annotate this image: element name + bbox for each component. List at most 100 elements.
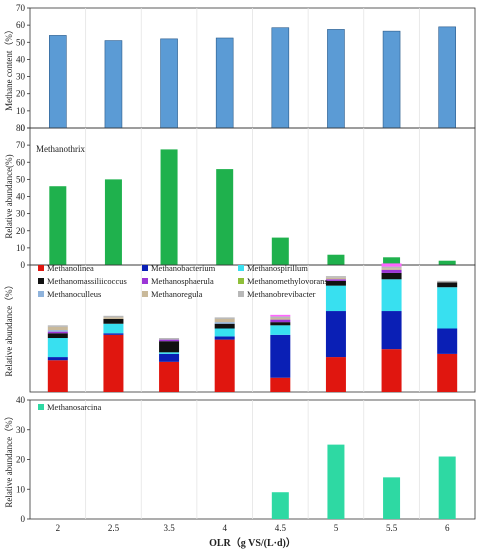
x-tick-label: 5 <box>334 523 339 533</box>
y-tick-label: 70 <box>16 140 26 150</box>
y-tick-label: 0 <box>21 514 26 524</box>
bar-2 <box>49 35 67 129</box>
bar-methanoregula-2.5 <box>103 317 124 319</box>
bar-6 <box>438 260 456 265</box>
bar-methanomassiliicoccus-3.5 <box>159 341 180 353</box>
x-tick-label: 4.5 <box>275 523 287 533</box>
bar-methanosarcina-6 <box>438 456 456 519</box>
y-tick-label: 20 <box>16 226 26 236</box>
bar-methanobacterium-2 <box>47 357 68 361</box>
legend-swatch-methanobrevibacter <box>238 291 244 297</box>
bar-4.5 <box>271 27 290 129</box>
bar-methanomassiliicoccus-4 <box>214 323 235 329</box>
y-tick-label: 0 <box>21 260 26 270</box>
bar-methanobrevibacter-4.5 <box>270 316 291 319</box>
legend-swatch-methanomassiliicoccus <box>38 278 44 284</box>
legend-swatch-methanosphaerula <box>142 278 148 284</box>
x-tick-label: 2.5 <box>108 523 120 533</box>
bar-methanospirillum-2 <box>47 338 68 358</box>
bar-methanolinea-5.5 <box>381 349 402 392</box>
y-tick-label: 10 <box>16 106 26 116</box>
bar-methanobacterium-5.5 <box>381 311 402 350</box>
y-tick-label: 30 <box>16 72 26 82</box>
y-axis-label: Methane content（%） <box>4 25 14 111</box>
y-tick-label: 30 <box>16 425 26 435</box>
legend-swatch-methanolinea <box>38 265 44 271</box>
bar-methanocorpusculum-5.5 <box>381 263 402 267</box>
y-tick-label: 10 <box>16 243 26 253</box>
y-tick-label: 40 <box>16 395 26 405</box>
y-tick-label: 50 <box>16 37 26 47</box>
bar-4 <box>215 37 234 129</box>
bar-methanosphaerula-5 <box>325 279 346 281</box>
y-tick-label: 40 <box>16 192 26 202</box>
bar-methanoregula-5.5 <box>381 268 402 270</box>
bar-methanoculleus-2 <box>47 330 68 332</box>
legend-label: Methanosarcina <box>47 402 102 412</box>
y-tick-label: 40 <box>16 54 26 64</box>
y-tick-label: 30 <box>16 209 26 219</box>
bar-methanosphaerula-5.5 <box>381 269 402 273</box>
legend-label: Methanolinea <box>47 263 94 273</box>
bar-methanolinea-6 <box>437 353 458 392</box>
bar-methanobacterium-3.5 <box>159 353 180 362</box>
legend-label: Methanoregula <box>151 289 203 299</box>
x-tick-label: 5.5 <box>386 523 398 533</box>
legend-swatch-methanobacterium <box>142 265 148 271</box>
bar-4 <box>216 169 234 265</box>
bar-methanobrevibacter-5.5 <box>381 266 402 269</box>
bar-methanobacterium-2.5 <box>103 333 124 335</box>
bar-methanobacterium-6 <box>437 328 458 354</box>
legend-label: Methanospirillum <box>247 263 308 273</box>
legend-swatch-methanosarcina <box>38 404 44 410</box>
x-tick-label: 6 <box>445 523 450 533</box>
legend-swatch-methanospirillum <box>238 265 244 271</box>
bar-methanoregula-5 <box>325 277 346 280</box>
bar-methanosarcina-4.5 <box>271 492 289 519</box>
bar-methanoculleus-4 <box>214 322 235 324</box>
bar-methanobrevibacter-2.5 <box>103 315 124 318</box>
bar-methanospirillum-2.5 <box>103 323 124 334</box>
bar-methanomassiliicoccus-5.5 <box>381 272 402 280</box>
legend-swatch-methanomethylovorans <box>238 278 244 284</box>
bar-methanolinea-5 <box>325 357 346 392</box>
y-tick-label: 20 <box>16 89 26 99</box>
bar-methanomassiliicoccus-4.5 <box>270 322 291 326</box>
legend-label: Methanoculleus <box>47 289 101 299</box>
bar-methanomassiliicoccus-5 <box>325 280 346 286</box>
minor-genera-panel: Relative abundance（%） Methanolinea Methano… <box>4 263 476 393</box>
methane-content-panel: 0 10 20 30 40 50 60 70 Methane content（%） <box>4 3 476 133</box>
bar-methanobacterium-4 <box>214 336 235 340</box>
bar-methanosphaerula-4.5 <box>270 319 291 323</box>
legend-swatch-methanoculleus <box>38 291 44 297</box>
legend-swatch-methanoregula <box>142 291 148 297</box>
bar-methanobrevibacter-3.5 <box>159 338 180 340</box>
bar-methanobacterium-4.5 <box>270 334 291 378</box>
y-tick-label: 70 <box>16 3 26 13</box>
y-tick-label: 60 <box>16 157 26 167</box>
bar-6 <box>438 26 456 129</box>
bar-methanobrevibacter-4 <box>214 317 235 319</box>
bar-5 <box>327 29 345 129</box>
bar-methanomassiliicoccus-2.5 <box>103 318 124 324</box>
legend-label: Methanomethylovorans <box>247 276 328 286</box>
bar-methanobrevibacter-5 <box>325 276 346 278</box>
bar-methanospirillum-5 <box>325 285 346 312</box>
y-tick-label: 0 <box>21 123 26 133</box>
bar-4.5 <box>271 237 289 265</box>
y-axis-label: Relative abundance（%） <box>4 411 14 507</box>
bar-methanobrevibacter-6 <box>437 280 458 283</box>
bar-3.5 <box>160 149 178 265</box>
y-axis-label: Relative abundance（%） <box>4 280 14 376</box>
x-axis-label: OLR（g VS/(L·d)） <box>209 536 296 549</box>
bar-methanosphaerula-3.5 <box>159 339 180 342</box>
y-tick-label: 20 <box>16 455 26 465</box>
bar-methanolinea-2.5 <box>103 334 124 392</box>
legend-label: Methanobacterium <box>151 263 216 273</box>
bar-methanobrevibacter-2 <box>47 325 68 327</box>
bar-methanospirillum-4 <box>214 328 235 337</box>
bar-methanolinea-2 <box>47 360 68 392</box>
x-tick-label: 2 <box>56 523 61 533</box>
